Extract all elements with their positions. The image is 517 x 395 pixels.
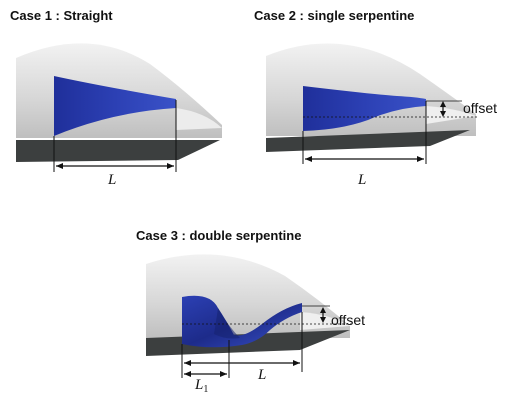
case2-arrowhead-left bbox=[305, 156, 312, 162]
case3-offset-label: offset bbox=[331, 312, 365, 328]
case1-arrowhead-left bbox=[56, 163, 63, 169]
case1-arrowhead-right bbox=[167, 163, 174, 169]
case3-offset-arrow-up bbox=[320, 307, 326, 313]
case1-diagram: L bbox=[16, 43, 222, 188]
case1-duct bbox=[54, 76, 176, 136]
case1-fuselage-lower bbox=[16, 140, 220, 162]
case3-l1-arrowhead-left bbox=[184, 371, 191, 377]
case3-l1-base: L bbox=[194, 377, 203, 393]
case2-arrowhead-right bbox=[417, 156, 424, 162]
case2-fuselage-upper bbox=[266, 43, 476, 137]
case3-diagram: offset L L1 bbox=[146, 254, 365, 395]
case3-l1-label: L1 bbox=[194, 377, 208, 395]
case3-arrowhead-left bbox=[184, 360, 191, 366]
case2-duct bbox=[303, 86, 426, 131]
case3-duct-shade bbox=[214, 308, 240, 339]
case2-diagram: offset L bbox=[266, 43, 497, 188]
case1-length-label: L bbox=[107, 172, 116, 188]
case3-duct bbox=[182, 295, 302, 348]
case2-fuselage-lower bbox=[266, 130, 470, 152]
case2-offset-arrow-down bbox=[440, 111, 446, 117]
case2-title: Case 2 : single serpentine bbox=[254, 8, 415, 23]
case3-l1-subscript: 1 bbox=[203, 384, 208, 395]
case3-offset-arrow-down bbox=[320, 317, 326, 323]
case2-offset-label: offset bbox=[463, 100, 497, 116]
case2-wing-surface bbox=[426, 106, 476, 124]
case2-length-label: L bbox=[357, 172, 366, 188]
case1-wing-surface bbox=[176, 108, 222, 130]
case2-offset-arrow-up bbox=[440, 101, 446, 107]
case3-title: Case 3 : double serpentine bbox=[136, 228, 302, 243]
case1-title: Case 1 : Straight bbox=[10, 8, 113, 23]
case3-arrowhead-right bbox=[293, 360, 300, 366]
case3-wing-surface bbox=[300, 312, 350, 330]
case3-l1-arrowhead-right bbox=[220, 371, 227, 377]
case3-length-label: L bbox=[257, 367, 266, 383]
